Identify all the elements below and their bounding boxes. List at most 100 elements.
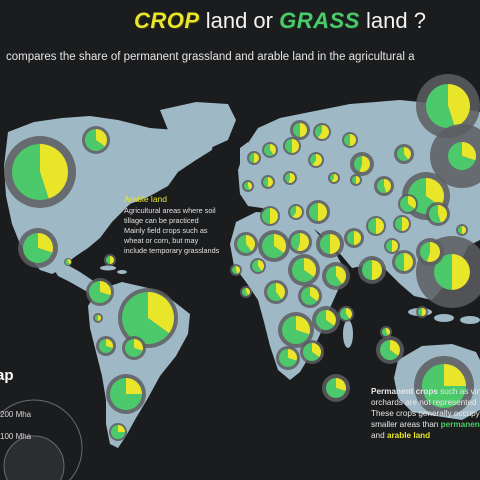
country-circle	[242, 180, 254, 192]
arable-land-slice	[448, 84, 470, 127]
title-end: land ?	[366, 8, 426, 33]
arable-land-slice	[390, 340, 400, 356]
country-circle	[288, 254, 320, 286]
arable-land-slice	[96, 129, 108, 147]
arable-land-slice	[359, 156, 370, 172]
arable-land-slice	[246, 288, 250, 296]
grassland-slice	[320, 234, 330, 254]
country-circle	[322, 262, 350, 290]
country-circle	[376, 336, 404, 364]
country-circle	[328, 172, 340, 184]
arable-land-slice	[246, 235, 256, 252]
arable-land-slice	[38, 233, 53, 253]
country-circle	[416, 74, 480, 138]
country-circle	[276, 346, 300, 370]
arable-land-slice	[304, 258, 317, 278]
grassland-slice	[310, 154, 316, 165]
grassland-slice	[232, 266, 238, 274]
country-circle	[106, 374, 146, 414]
page-title: CROP land or GRASS land ?	[0, 8, 480, 34]
grassland-slice	[111, 425, 125, 439]
arable-land-slice	[100, 281, 112, 296]
arable-land-slice	[126, 378, 142, 394]
arable-note-line: Mainly field crops such as	[124, 226, 208, 235]
arable-land-slice	[426, 242, 441, 262]
title-middle: land or	[205, 8, 273, 33]
arable-land-slice	[404, 253, 413, 271]
arable-land-slice	[384, 179, 391, 193]
country-circle	[342, 132, 358, 148]
grassland-slice	[347, 231, 354, 245]
legend-label-100mha: 100 Mha	[0, 432, 32, 441]
grassland-slice	[329, 174, 334, 182]
grassland-slice	[420, 242, 430, 262]
arable-land-slice	[288, 173, 296, 184]
grassland-slice	[380, 340, 399, 361]
grassland-slice	[121, 292, 170, 344]
country-circle	[393, 215, 411, 233]
grassland-slice	[422, 364, 466, 408]
country-circle	[380, 326, 392, 338]
country-circle	[414, 356, 474, 416]
country-circle	[64, 258, 72, 266]
country-circle	[313, 123, 331, 141]
arable-land-slice	[258, 260, 264, 271]
grassland-slice	[400, 196, 415, 212]
grassland-slice	[315, 310, 335, 331]
arable-land-slice	[40, 144, 68, 199]
grassland-slice	[353, 156, 362, 172]
grassland-slice	[251, 260, 262, 272]
country-circle	[366, 216, 386, 236]
grassland-slice	[458, 226, 462, 234]
grassland-slice	[244, 182, 250, 190]
country-circle	[288, 204, 304, 220]
grassland-slice	[263, 177, 268, 187]
arable-land-slice	[68, 259, 72, 265]
grassland-slice	[344, 134, 350, 146]
grassland-slice	[381, 328, 389, 336]
country-circle	[322, 374, 350, 402]
country-circle	[392, 250, 416, 274]
arable-land-slice	[288, 349, 297, 361]
arable-note-line: include temporary grasslands	[124, 246, 220, 255]
permanent-crops-annotation: Permanent crops such as vin orchards are…	[371, 386, 480, 441]
grassland-slice	[293, 123, 300, 137]
country-circle	[262, 142, 278, 158]
grassland-slice	[110, 378, 142, 410]
arable-land-slice	[350, 134, 356, 146]
country-circle	[122, 336, 146, 360]
arable-land-slice	[292, 206, 303, 219]
arable-land-slice	[402, 217, 409, 231]
country-circle	[118, 288, 178, 348]
arable-land-slice	[310, 287, 319, 302]
arable-land-slice	[148, 292, 174, 334]
africa-shape	[230, 212, 346, 380]
grassland-slice	[309, 203, 318, 221]
arable-land-slice	[236, 266, 241, 274]
legend-title: ap	[0, 367, 14, 384]
grassland-slice	[237, 235, 252, 253]
country-circle	[82, 126, 110, 154]
arable-land-slice	[331, 174, 338, 183]
grassland-slice	[339, 308, 350, 321]
permanent-note-text: orchards are not represented	[371, 398, 477, 407]
permanent-note-text: smaller areas than	[371, 420, 441, 429]
country-circle	[430, 124, 480, 188]
arable-land-annotation: Arable land Agricultural areas where soi…	[124, 194, 234, 256]
arable-land-slice	[254, 153, 259, 163]
grassland-slice	[292, 258, 314, 282]
country-circle	[306, 200, 330, 224]
country-circle	[240, 286, 252, 298]
country-circle	[234, 232, 258, 256]
country-circle	[247, 151, 261, 165]
arable-land-slice	[296, 316, 310, 335]
country-circle	[264, 280, 288, 304]
arable-land-slice	[392, 240, 398, 252]
legend-circle-200mha	[0, 399, 83, 480]
grassland-slice	[386, 240, 392, 252]
title-grass-word: GRASS	[279, 8, 360, 33]
country-circle	[398, 194, 418, 214]
country-circle	[230, 264, 242, 276]
arable-land-slice	[372, 260, 382, 280]
